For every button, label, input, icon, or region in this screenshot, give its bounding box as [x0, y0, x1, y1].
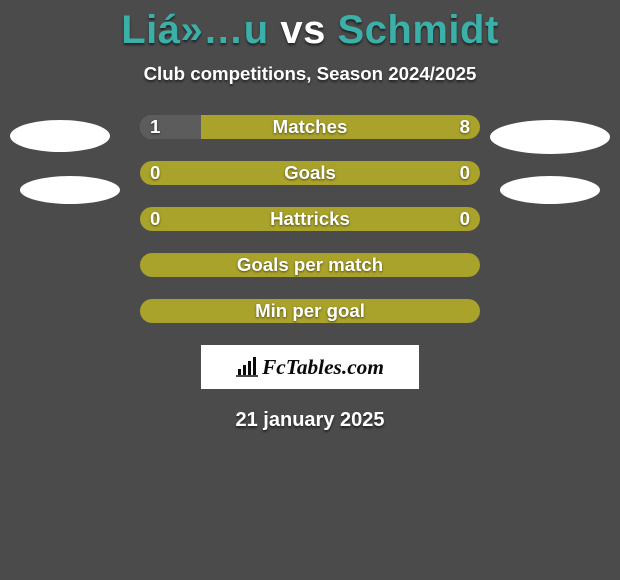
bar-chart-icon — [236, 357, 258, 377]
fctables-badge[interactable]: FcTables.com — [201, 345, 419, 389]
page-title: Liá»…u vs Schmidt — [0, 0, 620, 53]
subtitle: Club competitions, Season 2024/2025 — [0, 63, 620, 85]
avatar-player2-top — [490, 120, 610, 154]
stat-value-left: 0 — [150, 162, 160, 184]
stat-rows: 1 8 Matches 0 0 Goals 0 0 Hattricks Goals per mat… — [140, 115, 480, 323]
stat-value-left: 0 — [150, 208, 160, 230]
stats-stage: 1 8 Matches 0 0 Goals 0 0 Hattricks Goals per mat… — [0, 115, 620, 432]
date-text: 21 january 2025 — [0, 409, 620, 432]
stat-label: Goals — [284, 162, 336, 184]
avatar-player1-bottom — [20, 176, 120, 204]
title-vs: vs — [280, 8, 326, 52]
avatar-player2-bottom — [500, 176, 600, 204]
stat-label: Hattricks — [270, 208, 350, 230]
stat-label: Matches — [273, 116, 348, 138]
avatar-player1-top — [10, 120, 110, 152]
stat-value-right: 0 — [460, 208, 470, 230]
title-player1: Liá»…u — [121, 8, 268, 52]
stat-bar: Goals per match — [140, 253, 480, 277]
title-player2: Schmidt — [337, 8, 498, 52]
stat-value-right: 0 — [460, 162, 470, 184]
stat-bar: 0 0 Hattricks — [140, 207, 480, 231]
fctables-badge-text: FcTables.com — [262, 355, 384, 380]
stat-value-right: 8 — [460, 116, 470, 138]
stat-bar: 1 8 Matches — [140, 115, 480, 139]
stat-label: Min per goal — [255, 300, 365, 322]
stat-label: Goals per match — [237, 254, 383, 276]
stat-bar: 0 0 Goals — [140, 161, 480, 185]
stat-value-left: 1 — [150, 116, 160, 138]
stat-bar: Min per goal — [140, 299, 480, 323]
